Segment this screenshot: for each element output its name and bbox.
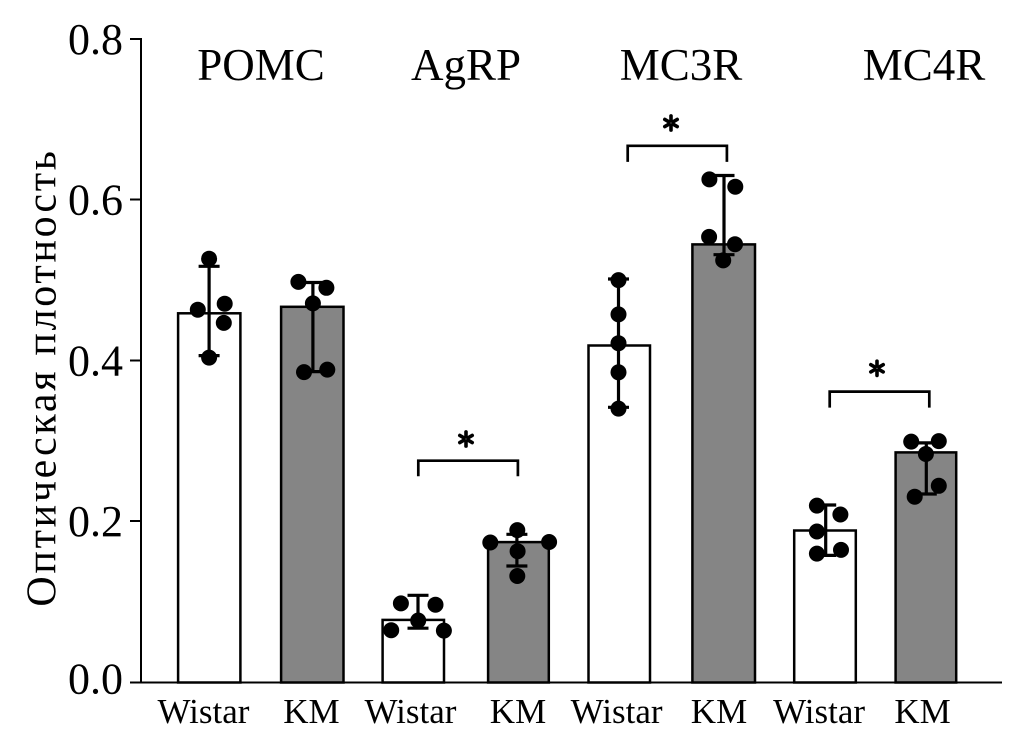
svg-text:MC3R: MC3R bbox=[620, 40, 743, 90]
svg-text:KM: KM bbox=[691, 692, 747, 731]
svg-text:0.0: 0.0 bbox=[68, 655, 123, 704]
svg-text:0.2: 0.2 bbox=[68, 497, 123, 546]
svg-text:Оптическая плотность: Оптическая плотность bbox=[20, 148, 66, 606]
svg-text:AgRP: AgRP bbox=[411, 40, 521, 90]
svg-text:0.4: 0.4 bbox=[68, 337, 123, 386]
svg-text:Wistar: Wistar bbox=[158, 692, 250, 731]
svg-text:Wistar: Wistar bbox=[365, 692, 457, 731]
svg-text:KM: KM bbox=[894, 692, 950, 731]
svg-text:0.8: 0.8 bbox=[68, 15, 123, 64]
svg-text:Wistar: Wistar bbox=[773, 692, 865, 731]
svg-text:KM: KM bbox=[490, 692, 546, 731]
svg-text:0.6: 0.6 bbox=[68, 176, 123, 225]
svg-text:MC4R: MC4R bbox=[863, 40, 986, 90]
svg-text:KM: KM bbox=[283, 692, 339, 731]
svg-text:Wistar: Wistar bbox=[571, 692, 663, 731]
svg-text:POMC: POMC bbox=[197, 40, 325, 90]
